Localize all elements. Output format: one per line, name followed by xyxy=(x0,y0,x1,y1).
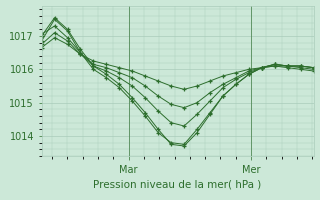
X-axis label: Pression niveau de la mer( hPa ): Pression niveau de la mer( hPa ) xyxy=(93,179,262,189)
